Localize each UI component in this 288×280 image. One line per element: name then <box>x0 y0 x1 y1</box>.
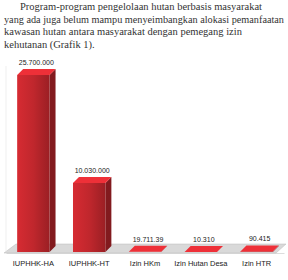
tick-label: Izin HTR <box>242 259 272 268</box>
tick-label: IUPHHK-HT <box>69 259 110 268</box>
tick-label: Izin Hutan Desa <box>174 259 228 268</box>
data-label: 19.711.39 <box>133 236 164 243</box>
tick: Izin HTR <box>242 253 272 268</box>
bars <box>17 69 279 252</box>
bar-side <box>105 177 111 252</box>
paragraph-line: kehutanan (Grafik 1). <box>4 39 95 51</box>
tick: Izin Hutan Desa <box>174 253 228 268</box>
x-axis-line <box>7 253 285 254</box>
bar <box>73 183 105 252</box>
bar-side <box>50 69 56 252</box>
data-label: 90.415 <box>249 235 271 242</box>
data-label: 25.700.000 <box>19 59 54 66</box>
tick-label: IUPHHK-HA <box>13 259 54 268</box>
paragraph-line: Program-program pengelolaan hutan berbas… <box>20 1 262 12</box>
bar-top <box>17 69 55 75</box>
bar <box>17 75 49 252</box>
tick: Izin HKm <box>130 253 160 268</box>
data-label: 10.310 <box>193 236 215 243</box>
bar-top <box>129 246 167 252</box>
data-label: 10.030.000 <box>75 167 110 174</box>
y-axis-line <box>6 66 7 252</box>
bar-top <box>185 246 223 252</box>
paragraph-line: kawasan hutan antara masyarakat dengan p… <box>4 26 243 37</box>
tick-label: Izin HKm <box>130 259 160 268</box>
bar-top <box>73 177 111 183</box>
bar-top <box>240 245 278 251</box>
paragraph: Program-program pengelolaan hutan berbas… <box>4 1 285 51</box>
data-labels: 25.700.000 10.030.000 19.711.39 10.310 90.41… <box>19 59 271 243</box>
paragraph-line: yang ada juga belum mampu menyeimbangkan… <box>4 14 285 25</box>
figure: Program-program pengelolaan hutan berbas… <box>0 0 288 280</box>
tick: IUPHHK-HA <box>13 253 54 268</box>
x-axis: IUPHHK-HA IUPHHK-HT Izin HKm Izin Hutan Des… <box>7 253 285 268</box>
tick: IUPHHK-HT <box>69 253 110 268</box>
